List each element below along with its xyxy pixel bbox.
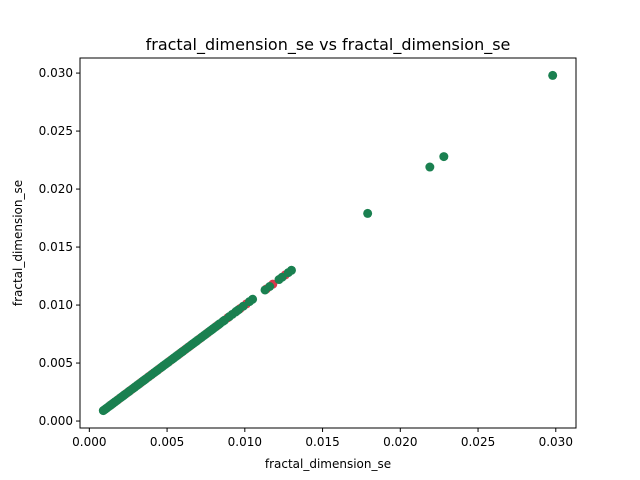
- x-tick-label: 0.020: [383, 435, 417, 449]
- y-tick-label: 0.005: [39, 356, 73, 370]
- plot-frame: [79, 57, 577, 429]
- data-point: [238, 301, 248, 311]
- x-tick-label: 0.005: [150, 435, 184, 449]
- y-tick-label: 0.025: [39, 124, 73, 138]
- y-tick-label: 0.015: [39, 240, 73, 254]
- data-point: [248, 294, 258, 304]
- x-tick-label: 0.025: [461, 435, 495, 449]
- y-tick-label: 0.000: [39, 414, 73, 428]
- points-layer: [98, 70, 558, 416]
- x-tick-label: 0.015: [305, 435, 339, 449]
- x-tick-label: 0.030: [539, 435, 573, 449]
- data-point: [425, 162, 435, 172]
- data-point: [363, 208, 373, 218]
- y-tick-label: 0.020: [39, 182, 73, 196]
- data-point: [439, 152, 449, 162]
- y-tick-label: 0.030: [39, 66, 73, 80]
- y-axis-label: fractal_dimension_se: [11, 180, 25, 306]
- data-point: [277, 272, 287, 282]
- y-tick-label: 0.010: [39, 298, 73, 312]
- ticks-layer: 0.000 0.005 0.010 0.015 0.020 0.025 0.030 0.000…: [39, 66, 573, 449]
- x-tick-label: 0.010: [228, 435, 262, 449]
- data-point: [265, 281, 275, 291]
- data-point: [548, 70, 558, 80]
- x-axis-label: fractal_dimension_se: [265, 457, 391, 471]
- data-point: [286, 265, 296, 275]
- chart-title: fractal_dimension_se vs fractal_dimensio…: [146, 35, 511, 55]
- x-tick-label: 0.000: [72, 435, 106, 449]
